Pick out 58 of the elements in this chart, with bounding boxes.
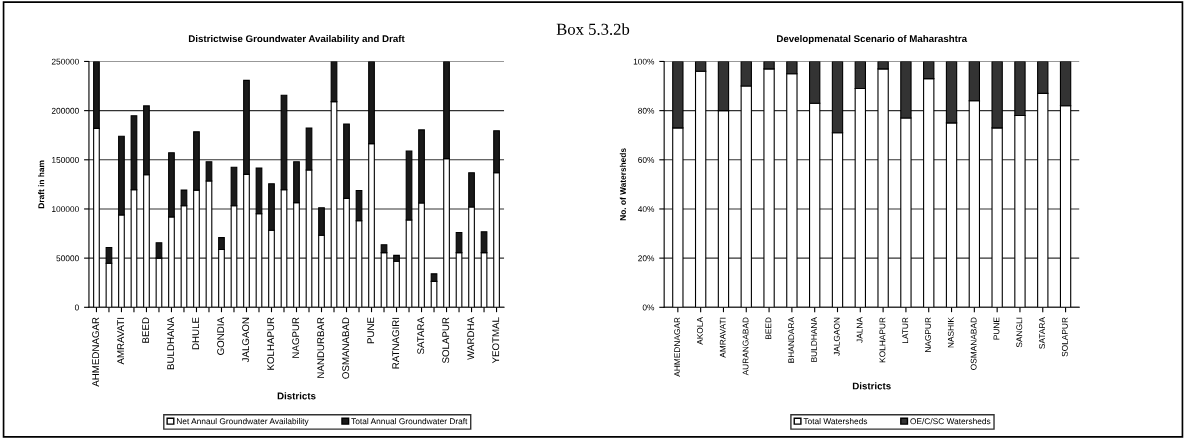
y-tick-label: 40% bbox=[637, 206, 655, 213]
x-tick-label: OSMANABAD bbox=[970, 317, 977, 370]
x-tick-label: NAGPUR bbox=[925, 317, 931, 352]
x-tick-label: GONDIA bbox=[217, 317, 225, 355]
y-tick-label: 200000 bbox=[51, 107, 79, 114]
x-tick-label: WARDHA bbox=[467, 317, 475, 360]
x-tick-label: BULDHANA bbox=[167, 317, 175, 370]
x-tick-label: AURANGABAD bbox=[742, 317, 749, 376]
x-tick-label: KOLHAPUR bbox=[267, 317, 275, 370]
y-tick-label: 250000 bbox=[51, 58, 79, 65]
x-tick-label: JALNA bbox=[856, 317, 863, 343]
x-tick-label: AMRAVATI bbox=[117, 317, 124, 365]
x-tick-label: NASHIK bbox=[947, 317, 954, 348]
x-tick-label: BULDHANA bbox=[811, 317, 817, 362]
x-tick-label: SANGLI bbox=[1016, 317, 1023, 348]
x-tick-label: SATARA bbox=[417, 317, 425, 355]
y-tick-label: 50000 bbox=[56, 255, 79, 262]
x-tick-label: SATARA bbox=[1039, 317, 1045, 349]
y-axis-title: No. of Watersheds bbox=[619, 148, 626, 221]
x-tick-label: YEOTMAL bbox=[492, 317, 500, 364]
x-tick-label: KOLHAPUR bbox=[879, 317, 886, 363]
x-tick-label: JALGAON bbox=[833, 317, 840, 356]
y-tick-label: 100000 bbox=[52, 206, 79, 213]
x-tick-label: PUNE bbox=[993, 317, 1000, 340]
x-tick-label: AHMEDNAGAR bbox=[92, 317, 100, 387]
x-tick-label: AMRAVATI bbox=[719, 317, 726, 358]
text: Box 5.3.2b bbox=[556, 23, 630, 35]
y-tick-label: 60% bbox=[638, 157, 655, 163]
legend-label: Net Annaul Groundwater Availability bbox=[176, 418, 309, 426]
x-tick-label: BEED bbox=[142, 317, 149, 343]
x-tick-label: JALGAON bbox=[242, 317, 250, 363]
x-tick-label: PUNE bbox=[367, 317, 375, 344]
y-tick-label: 150000 bbox=[52, 157, 79, 163]
y-axis-title: Draft in ham bbox=[38, 160, 45, 209]
x-tick-label: SOLAPUR bbox=[1061, 317, 1068, 357]
x-tick-label: BHANDARA bbox=[788, 317, 795, 363]
legend-label: Total Annual Groundwater Draft bbox=[351, 418, 468, 425]
y-tick-label: 0% bbox=[642, 304, 655, 311]
x-tick-label: DHULE bbox=[192, 317, 200, 350]
y-tick-label: 100% bbox=[633, 58, 655, 65]
x-tick-label: BEED bbox=[765, 317, 772, 340]
x-tick-label: AHMEDNAGAR bbox=[674, 317, 681, 377]
x-axis-title: Districts bbox=[852, 382, 891, 390]
x-tick-label: AKOLA bbox=[696, 317, 703, 345]
y-tick-label: 20% bbox=[638, 255, 655, 262]
chart-title: Developmenatal Scenario of Maharashtra bbox=[777, 34, 968, 45]
legend-label: OE/C/SC Watersheds bbox=[910, 418, 991, 425]
x-axis-title: Districts bbox=[277, 392, 316, 400]
x-tick-label: SOLAPUR bbox=[442, 317, 450, 364]
x-tick-label: OSMANABAD bbox=[342, 317, 350, 379]
x-tick-label: NAGPUR bbox=[292, 317, 300, 358]
x-tick-label: RATNAGIRI bbox=[392, 317, 400, 369]
x-tick-label: NANDURBAR bbox=[317, 317, 325, 378]
y-tick-label: 0 bbox=[74, 304, 79, 311]
y-tick-label: 80% bbox=[638, 107, 655, 114]
legend-label: Total Watersheds bbox=[803, 418, 868, 425]
x-tick-label: LATUR bbox=[902, 317, 909, 344]
chart-title: Districtwise Groundwater Availability and Draft bbox=[188, 34, 405, 45]
